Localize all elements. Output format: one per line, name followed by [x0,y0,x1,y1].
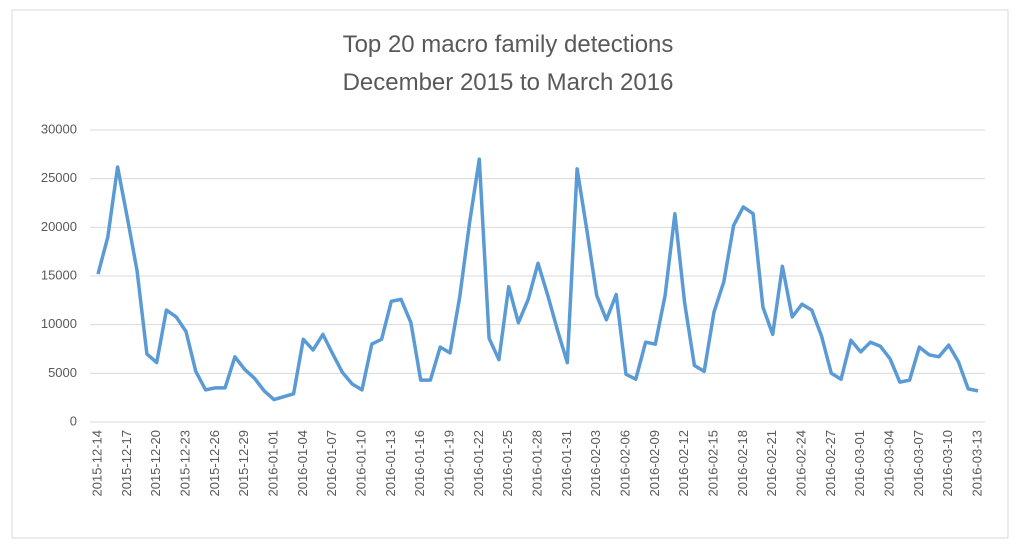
x-tick-label: 2015-12-26 [207,430,222,497]
x-tick-label: 2016-02-09 [647,430,662,497]
y-tick-label: 0 [70,413,77,428]
data-line [96,157,979,402]
x-tick-label: 2016-03-04 [881,430,896,497]
y-tick-label: 15000 [41,267,77,282]
x-tick-label: 2016-01-10 [353,430,368,497]
y-tick-label: 20000 [41,219,77,234]
x-tick-label: 2015-12-23 [177,430,192,497]
x-tick-label: 2016-01-28 [529,430,544,497]
x-tick-label: 2016-01-13 [383,430,398,497]
x-tick-label: 2015-12-17 [119,430,134,497]
x-tick-label: 2016-03-07 [911,430,926,497]
chart-frame [11,9,1009,539]
x-tick-label: 2016-01-04 [295,430,310,497]
x-tick-label: 2016-02-03 [588,430,603,497]
x-tick-label: 2016-03-10 [940,430,955,497]
x-tick-label: 2015-12-29 [236,430,251,497]
y-tick-label: 5000 [48,365,77,380]
x-tick-label: 2016-02-21 [764,430,779,497]
y-tick-label: 10000 [41,316,77,331]
y-tick-label: 30000 [41,121,77,136]
x-tick-label: 2016-02-06 [617,430,632,497]
x-tick-label: 2016-01-16 [412,430,427,497]
x-tick-label: 2016-01-19 [441,430,456,497]
chart-title: Top 20 macro family detections [343,31,674,58]
chart-subtitle: December 2015 to March 2016 [343,69,674,96]
x-tick-label: 2016-01-07 [324,430,339,497]
x-tick-label: 2016-02-27 [823,430,838,497]
x-tick-label: 2016-01-01 [265,430,280,497]
x-tick-label: 2016-01-25 [500,430,515,497]
x-tick-label: 2016-01-31 [559,430,574,497]
x-tick-label: 2015-12-20 [148,430,163,497]
x-tick-label: 2015-12-14 [89,430,104,497]
x-tick-label: 2016-02-24 [793,430,808,497]
x-tick-label: 2016-02-18 [735,430,750,497]
y-tick-label: 25000 [41,170,77,185]
x-tick-label: 2016-02-15 [705,430,720,497]
x-tick-label: 2016-02-12 [676,430,691,497]
x-tick-label: 2016-01-22 [471,430,486,497]
x-tick-label: 2016-03-01 [852,430,867,497]
x-tick-label: 2016-03-13 [969,430,984,497]
